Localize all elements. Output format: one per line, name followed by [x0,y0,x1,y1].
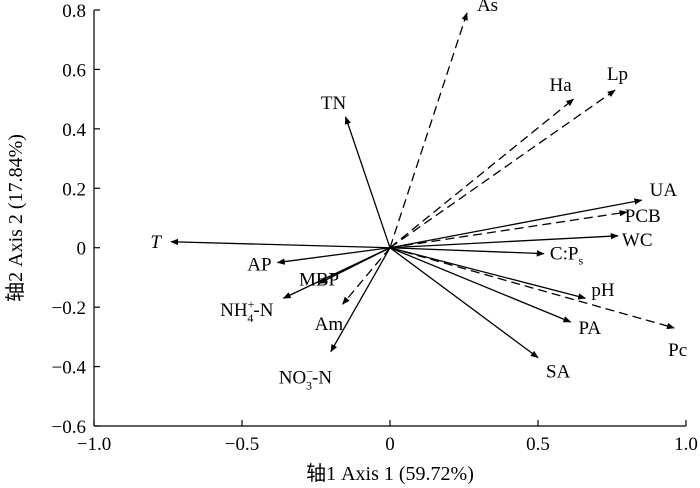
vector-pcb [389,209,628,249]
vector-label-tn: TN [321,93,347,114]
vector-label-lp: Lp [607,64,628,85]
vector-label-sa: SA [546,362,571,383]
vector-pa [389,247,572,323]
y-tick-label: 0.6 [62,60,86,81]
vector-nh4-n [282,247,391,299]
y-tick-label: 0.4 [62,120,86,141]
x-tick-label: −0.5 [225,434,259,455]
vector-label-layer: As Ha Lp TN UA PCB WC C:Ps pH Pc PA SA T AP MBP NH+ 4-N A… [150,0,687,393]
vector-label-pa: PA [579,318,602,339]
vector-label-wc: WC [622,230,653,251]
vector-label-as: As [477,0,498,16]
x-tick-label: 1.0 [674,434,698,455]
vector-ap [276,247,391,265]
vector-label-ha: Ha [550,75,573,96]
vector-ua [389,198,643,249]
vector-no3-n [330,247,391,353]
vector-label-no3-n: NO− 3-N [279,365,333,393]
vector-lp [389,89,616,249]
vector-label-nh4-n: NH+ 4-N [220,297,274,325]
x-tick-label: −1.0 [77,434,111,455]
vector-as [389,12,468,248]
vector-am [342,247,391,305]
vector-sa [389,247,539,359]
vector-label-pcb: PCB [625,206,661,227]
vector-tn [344,116,391,248]
vector-layer [170,12,675,359]
vector-label-ap: AP [247,255,271,276]
y-axis-title: 轴2 Axis 2 (17.84%) [4,134,27,302]
y-tick-label: 0 [77,239,87,260]
vector-label-t: T [150,232,162,253]
x-tick-label: 0.5 [526,434,550,455]
y-tick-label: −0.2 [52,298,86,319]
vector-label-c-ps: C:Ps [550,244,584,268]
axes: −1.0 −0.5 0 0.5 1.0 −0.6 −0.4 −0.2 0 0.2 0.4 0.6 0.8 [52,1,698,455]
vector-t [170,238,391,249]
y-tick-label: −0.6 [52,417,86,438]
y-tick-label: −0.4 [52,358,87,379]
vector-ha [389,98,575,249]
x-axis-title: 轴1 Axis 1 (59.72%) [306,462,474,485]
vector-label-ua: UA [650,180,678,201]
vector-label-ph: pH [591,280,615,301]
vector-ph [389,247,587,300]
vector-c-ps [389,247,545,257]
vector-label-mbp: MBP [299,269,339,290]
x-tick-label: 0 [385,434,395,455]
y-tick-label: 0.8 [62,1,86,22]
vector-wc [389,233,619,249]
vector-pc [389,247,675,330]
vector-label-am: Am [315,314,344,335]
vector-label-pc: Pc [668,340,687,361]
y-tick-label: 0.2 [62,179,86,200]
